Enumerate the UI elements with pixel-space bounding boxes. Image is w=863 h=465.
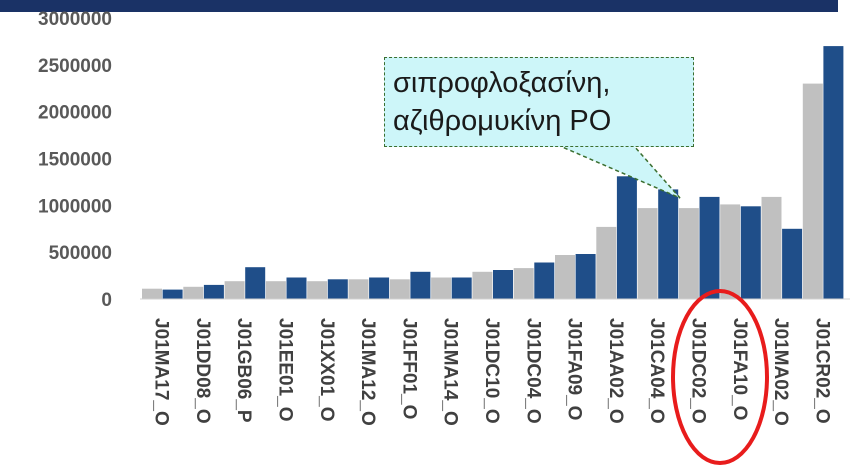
- bars: [142, 46, 844, 300]
- bar-series-1-J01DC02_O: [678, 208, 699, 299]
- y-tick-label: 500000: [49, 243, 112, 264]
- x-tick-label: J01CA04_O: [646, 318, 667, 424]
- y-tick-label: 1500000: [38, 150, 112, 171]
- x-tick-label: J01FA09_O: [564, 318, 585, 420]
- callout-line-2: αζιθρομυκίνη PO: [393, 105, 612, 137]
- bar-series-1-J01CR02_O: [802, 83, 823, 299]
- x-tick-label: J01GB06_P: [233, 318, 254, 423]
- bar-series-2-J01MA14_O: [451, 277, 472, 299]
- bar-series-2-J01EE01_O: [286, 277, 307, 299]
- x-tick-label: J01MA17_O: [151, 318, 172, 426]
- bar-series-2-J01MA02_O: [782, 228, 803, 300]
- bar-series-1-J01MA12_O: [348, 279, 369, 299]
- bar-series-2-J01DC04_O: [534, 262, 555, 299]
- bar-series-1-J01AA02_O: [596, 226, 617, 299]
- x-tick-label: J01DD08_O: [192, 318, 213, 424]
- x-tick-label: J01MA14_O: [440, 318, 461, 426]
- y-tick-label: 3000000: [38, 9, 112, 30]
- bar-series-1-J01XX01_O: [307, 281, 328, 299]
- x-axis-ticks: J01MA17_O J01DD08_O J01GB06_P J01EE01_O J01X…: [151, 318, 833, 426]
- x-tick-label: J01MA02_O: [770, 318, 791, 426]
- x-tick-label: J01DC02_O: [688, 318, 709, 424]
- bar-series-1-J01MA14_O: [431, 277, 452, 299]
- bar-series-2-J01CA04_O: [658, 189, 679, 299]
- bar-series-1-J01FA10_O: [720, 204, 741, 299]
- x-tick-label: J01FF01_O: [398, 318, 419, 419]
- bar-series-2-J01DC10_O: [493, 270, 513, 299]
- y-tick-label: 0: [101, 290, 112, 311]
- bar-series-2-J01FA09_O: [575, 254, 596, 299]
- bar-series-1-J01FA09_O: [555, 255, 575, 299]
- bar-series-1-J01FF01_O: [389, 279, 410, 299]
- bar-series-2-J01FF01_O: [410, 271, 431, 299]
- bar-series-1-J01MA17_O: [142, 288, 162, 299]
- bar-series-1-J01DD08_O: [183, 286, 204, 299]
- bar-series-2-J01MA12_O: [369, 277, 390, 299]
- bar-series-2-J01DD08_O: [203, 284, 224, 299]
- x-tick-label: J01DC04_O: [522, 318, 543, 424]
- bar-series-2-J01CR02_O: [823, 46, 844, 299]
- bar-series-2-J01XX01_O: [327, 279, 348, 299]
- bar-series-2-J01AA02_O: [616, 176, 637, 299]
- y-axis-ticks: 0 500000 1000000 1500000 2000000 2500000 30000…: [38, 9, 112, 311]
- x-tick-label: J01XX01_O: [316, 318, 337, 422]
- x-tick-label: J01CR02_O: [811, 318, 832, 424]
- header-band: [0, 0, 838, 12]
- bar-series-2-J01FA10_O: [740, 206, 761, 299]
- bar-series-2-J01DC02_O: [699, 196, 720, 299]
- bar-series-2-J01GB06_P: [245, 267, 266, 299]
- callout-box: σιπροφλοξασίνη, αζιθρομυκίνη PO: [384, 57, 694, 147]
- bar-series-1-J01EE01_O: [265, 281, 286, 299]
- callout-line-1: σιπροφλοξασίνη,: [393, 67, 611, 99]
- x-tick-label: J01AA02_O: [605, 318, 626, 424]
- y-tick-label: 1000000: [38, 196, 112, 217]
- y-tick-label: 2500000: [38, 56, 112, 77]
- highlight-ellipse: [671, 289, 769, 465]
- bar-series-1-J01DC10_O: [472, 271, 493, 299]
- bar-series-1-J01DC04_O: [513, 268, 534, 299]
- x-tick-label: J01EE01_O: [275, 318, 296, 422]
- x-tick-label: J01MA12_O: [357, 318, 378, 426]
- bar-series-1-J01CA04_O: [637, 208, 658, 299]
- y-tick-label: 2000000: [38, 103, 112, 124]
- x-tick-label: J01DC10_O: [481, 318, 502, 424]
- bar-series-2-J01MA17_O: [162, 289, 183, 299]
- bar-series-1-J01GB06_P: [224, 281, 245, 299]
- x-tick-label: J01FA10_O: [729, 318, 750, 420]
- bar-series-1-J01MA02_O: [761, 196, 782, 299]
